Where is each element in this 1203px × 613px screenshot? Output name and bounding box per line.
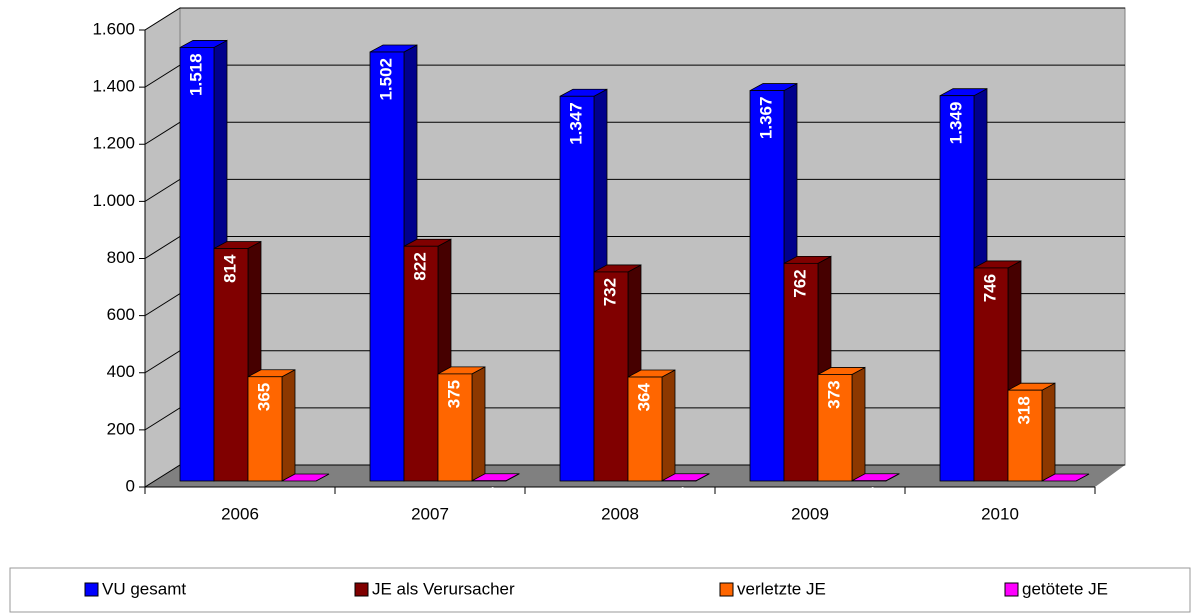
bar — [437, 373, 473, 482]
x-tick-label: 2010 — [981, 504, 1019, 523]
bar — [749, 90, 785, 482]
bar-side-shade — [662, 370, 675, 481]
legend — [9, 567, 1191, 613]
data-label: 0 — [288, 487, 307, 496]
data-label: 1.349 — [946, 102, 965, 145]
y-tick-label: 1.200 — [92, 134, 135, 153]
bar — [247, 376, 283, 482]
y-tick-label: 200 — [107, 419, 135, 438]
bar-top — [281, 473, 330, 482]
bar — [213, 248, 249, 482]
legend-label: getötete JE — [1022, 579, 1108, 598]
x-tick-label: 2007 — [411, 504, 449, 523]
bar-side-shade — [472, 366, 485, 481]
data-label: 318 — [1014, 396, 1033, 424]
x-tick-label: 2009 — [791, 504, 829, 523]
data-label: 0 — [1048, 487, 1067, 496]
x-tick-label: 2006 — [221, 504, 259, 523]
legend-swatch — [719, 582, 734, 597]
legend-label: JE als Verursacher — [372, 579, 515, 598]
data-label: 1 — [478, 487, 497, 496]
bar — [783, 262, 819, 482]
data-label: 373 — [824, 380, 843, 408]
data-label: 814 — [220, 254, 239, 283]
data-label: 822 — [410, 252, 429, 280]
y-tick-label: 400 — [107, 362, 135, 381]
data-label: 365 — [254, 383, 273, 411]
x-tick-label: 2008 — [601, 504, 639, 523]
bar-top — [1041, 473, 1090, 482]
bar-side-shade — [852, 367, 865, 481]
legend-label: verletzte JE — [737, 579, 826, 598]
bar — [559, 95, 595, 482]
y-tick-label: 1.600 — [92, 19, 135, 38]
bar — [973, 267, 1009, 482]
legend-swatch — [354, 582, 369, 597]
bar — [817, 374, 853, 482]
data-label: 1.347 — [566, 102, 585, 145]
bar — [369, 51, 405, 482]
data-label: 375 — [444, 380, 463, 408]
grid-line — [144, 7, 1125, 31]
data-label: 1 — [668, 487, 687, 496]
data-label: 1.518 — [186, 53, 205, 96]
data-label: 364 — [634, 382, 653, 411]
y-tick-label: 800 — [107, 248, 135, 267]
data-label: 762 — [790, 269, 809, 297]
bar — [593, 271, 629, 482]
y-tick-label: 0 — [126, 476, 135, 495]
legend-swatch — [84, 582, 99, 597]
bar — [1007, 389, 1043, 482]
data-label: 746 — [980, 274, 999, 302]
legend-label: VU gesamt — [102, 579, 186, 598]
data-label: 1.502 — [376, 58, 395, 101]
bar — [403, 245, 439, 482]
bar — [939, 95, 975, 482]
y-tick-label: 600 — [107, 305, 135, 324]
bar-side-shade — [282, 369, 295, 481]
bar-side-shade — [1042, 383, 1055, 481]
data-label: 1.367 — [756, 97, 775, 140]
legend-swatch — [1004, 582, 1019, 597]
data-label: 1 — [858, 487, 877, 496]
bar — [179, 47, 215, 482]
y-tick-label: 1.000 — [92, 191, 135, 210]
data-label: 732 — [600, 278, 619, 306]
bar — [627, 376, 663, 482]
y-tick-label: 1.400 — [92, 77, 135, 96]
